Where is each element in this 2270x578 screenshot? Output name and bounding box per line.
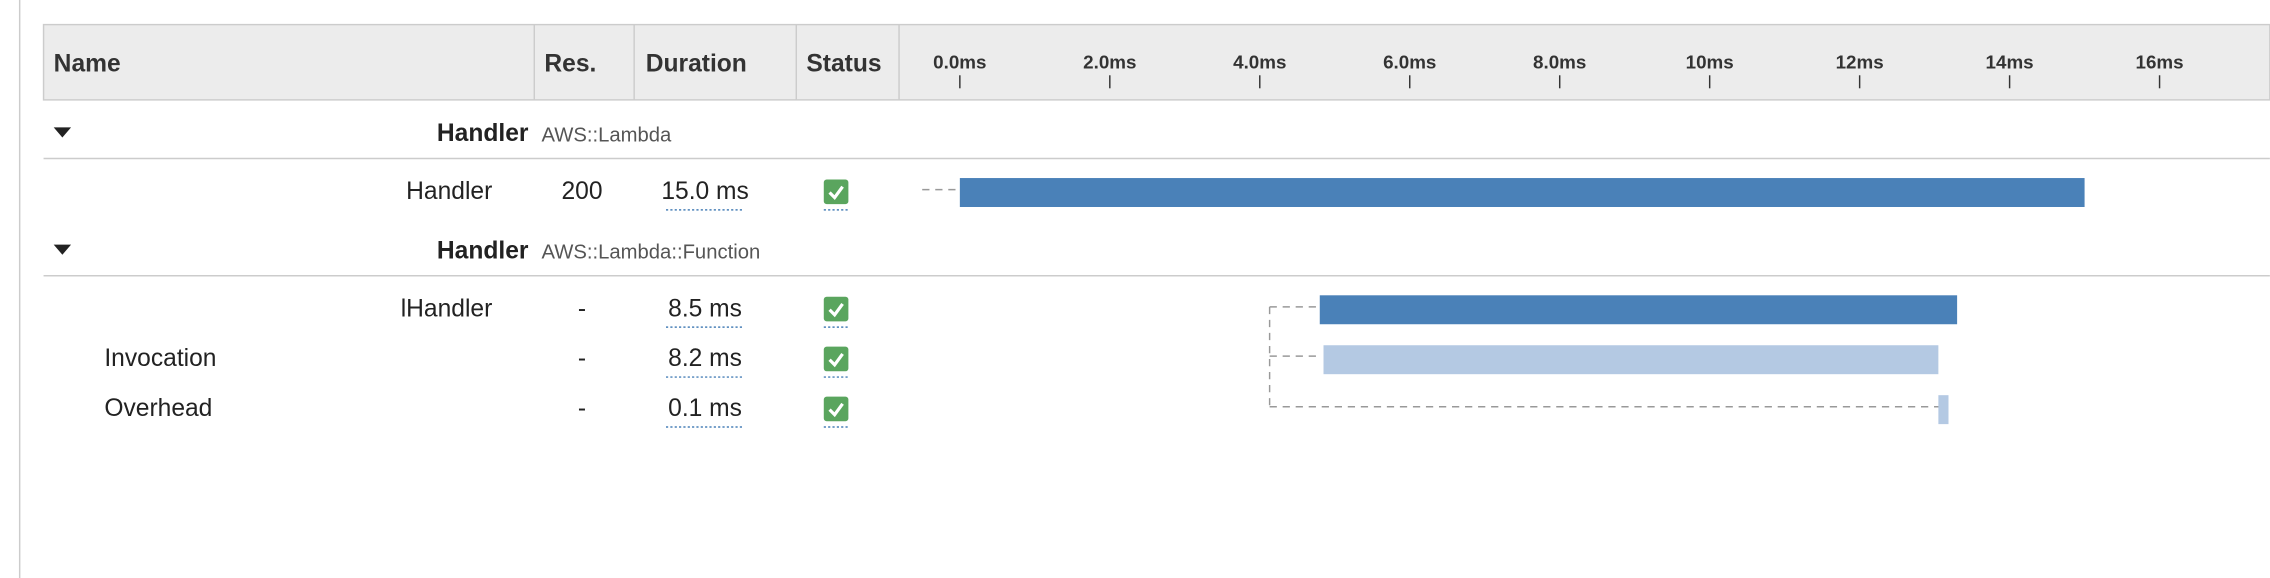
status-ok (823, 346, 849, 372)
tick-label: 8.0ms (1533, 52, 1586, 73)
collapse-toggle[interactable] (53, 244, 72, 255)
tick-label: 14ms (1986, 52, 2034, 73)
timeline-bar[interactable] (1323, 345, 1939, 375)
status-ok (823, 179, 849, 205)
group-name: Handler (437, 120, 529, 147)
segment-name: Invocation (104, 345, 216, 372)
tick-label: 12ms (1836, 52, 1884, 73)
status-check (828, 402, 844, 418)
connector (922, 188, 1940, 409)
status-ok (823, 396, 849, 422)
response-code: - (578, 295, 586, 322)
timeline-bar[interactable] (1319, 295, 1958, 325)
timeline-bar[interactable] (959, 178, 2085, 207)
duration[interactable]: 8.2 ms (668, 345, 742, 372)
response-code: 200 (562, 178, 603, 205)
response-code: - (578, 345, 586, 372)
tick-label: 2.0ms (1083, 52, 1136, 73)
segment-name: Handler (406, 178, 492, 205)
column-header[interactable]: Name (54, 51, 121, 78)
duration[interactable]: 15.0 ms (661, 178, 748, 205)
column-header[interactable]: Status (806, 51, 881, 78)
group-type: AWS::Lambda::Function (542, 242, 761, 264)
column-header[interactable]: Duration (646, 51, 747, 78)
response-code: - (578, 395, 586, 422)
tick-label: 4.0ms (1233, 52, 1286, 73)
tick-label: 16ms (2136, 52, 2184, 73)
segment-name: Overhead (104, 395, 212, 422)
tick-label: 0.0ms (933, 52, 986, 73)
column-header[interactable]: Res. (544, 51, 596, 78)
duration[interactable]: 0.1 ms (668, 395, 742, 422)
group-name: Handler (437, 237, 529, 264)
segment-name: lHandler (401, 295, 493, 322)
timeline-bar[interactable] (1938, 395, 1949, 425)
status-check (828, 185, 844, 201)
status-check (828, 352, 844, 368)
group-type: AWS::Lambda (542, 124, 673, 146)
tick-label: 10ms (1686, 52, 1734, 73)
status-check (828, 303, 844, 318)
status-ok (823, 296, 849, 322)
table-header (42, 23, 2270, 101)
tick-label: 6.0ms (1383, 52, 1436, 73)
duration[interactable]: 8.5 ms (668, 295, 742, 322)
collapse-toggle[interactable] (53, 127, 72, 138)
